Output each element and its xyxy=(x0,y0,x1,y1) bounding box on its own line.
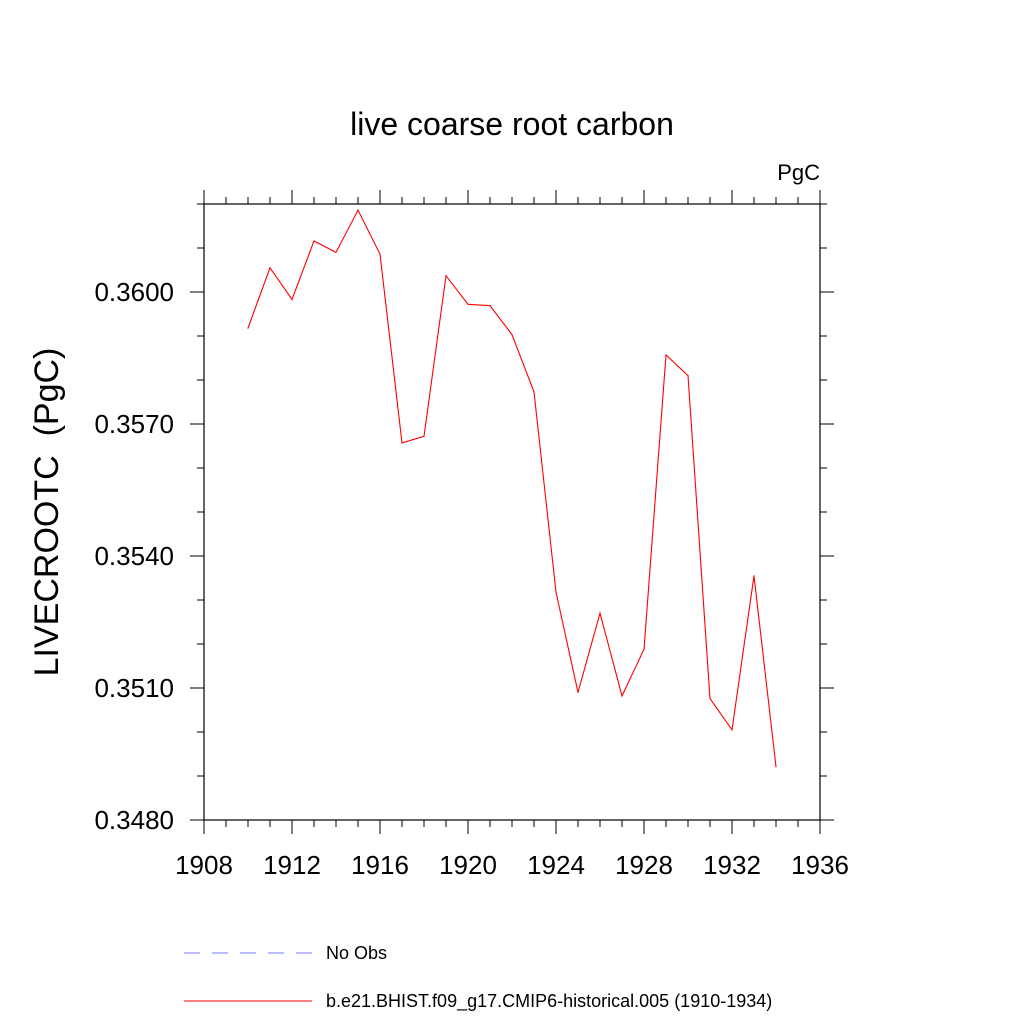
x-tick-label: 1916 xyxy=(351,850,409,880)
data-point xyxy=(511,334,513,336)
y-tick-labels: 0.3480 0.3510 0.3540 0.3570 0.3600 xyxy=(94,277,174,835)
data-point xyxy=(423,435,425,437)
y-axis-label: LIVECROOTC (PgC) xyxy=(28,348,66,677)
data-point xyxy=(467,303,469,305)
x-tick-label: 1908 xyxy=(175,850,233,880)
y-tick-label: 0.3480 xyxy=(94,805,174,835)
data-point xyxy=(687,375,689,377)
data-point xyxy=(335,251,337,253)
x-tick-label: 1936 xyxy=(791,850,849,880)
data-point xyxy=(445,275,447,277)
data-point xyxy=(357,209,359,211)
data-point xyxy=(577,691,579,694)
legend-label-no-obs: No Obs xyxy=(326,943,387,963)
units-label: PgC xyxy=(777,160,820,185)
data-point xyxy=(291,298,293,301)
x-tick-label: 1932 xyxy=(703,850,761,880)
data-point xyxy=(313,240,315,242)
data-point xyxy=(643,648,645,650)
data-point xyxy=(533,391,535,393)
x-tick-label: 1920 xyxy=(439,850,497,880)
series-line xyxy=(247,208,777,767)
data-point xyxy=(379,253,381,255)
data-point xyxy=(709,697,711,700)
data-point xyxy=(753,575,755,577)
y-tick-label: 0.3510 xyxy=(94,673,174,703)
y-tick-label: 0.3540 xyxy=(94,541,174,571)
x-tick-labels: 1908 1912 1916 1920 1924 1928 1932 1936 xyxy=(175,850,849,880)
x-tick-label: 1912 xyxy=(263,850,321,880)
data-points xyxy=(247,209,777,768)
data-point xyxy=(731,729,733,731)
data-point xyxy=(555,591,557,593)
y-tick-label: 0.3570 xyxy=(94,409,174,439)
axis-ticks xyxy=(190,190,834,834)
data-point xyxy=(665,354,667,356)
legend-label-model: b.e21.BHIST.f09_g17.CMIP6-historical.005… xyxy=(326,991,772,1012)
data-point xyxy=(775,766,777,768)
y-tick-label: 0.3600 xyxy=(94,277,174,307)
plot-frame xyxy=(203,203,821,821)
data-point xyxy=(621,695,623,697)
data-point xyxy=(489,305,491,307)
x-tick-label: 1928 xyxy=(615,850,673,880)
x-tick-label: 1924 xyxy=(527,850,585,880)
chart-title: live coarse root carbon xyxy=(350,106,674,142)
data-point xyxy=(599,612,601,614)
legend: No Obs b.e21.BHIST.f09_g17.CMIP6-histori… xyxy=(184,943,772,1012)
data-point xyxy=(269,267,271,269)
data-point xyxy=(401,442,403,444)
data-point xyxy=(247,327,249,329)
